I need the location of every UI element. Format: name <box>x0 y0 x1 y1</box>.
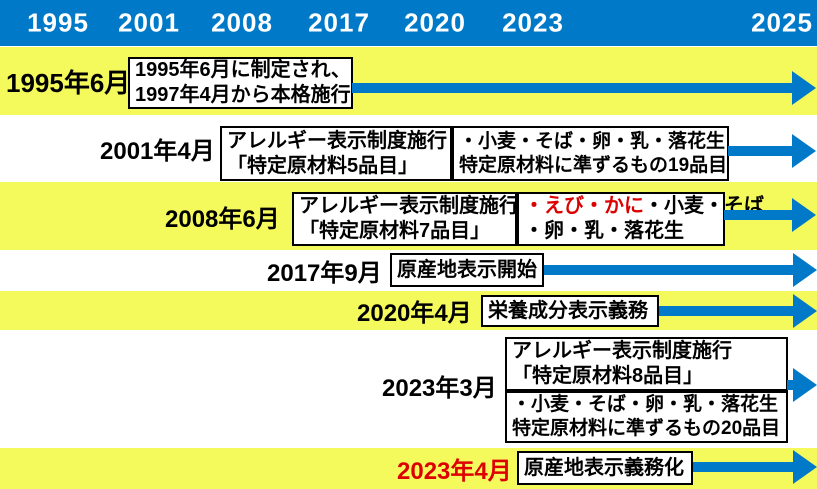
arrow-head-icon <box>792 134 816 168</box>
note-line: 「特定原材料8品目」 <box>512 365 704 387</box>
note-line: 栄養成分表示義務 <box>488 299 648 322</box>
date-label-2008-06: 2008年6月 <box>165 205 280 233</box>
date-label-2001-04: 2001年4月 <box>100 138 215 165</box>
note-box-2008-system: アレルギー表示制度施行 「特定原材料7品目」 <box>292 192 519 246</box>
timeline-axis-header: 1995 2001 2008 2017 2020 2023 2025 <box>0 0 817 46</box>
axis-year-2001: 2001 <box>118 7 180 38</box>
arrow-head-icon <box>793 253 817 287</box>
note-box-2020: 栄養成分表示義務 <box>481 295 659 327</box>
note-line: 「特定原材料7品目」 <box>299 220 491 242</box>
axis-year-2008: 2008 <box>211 7 273 38</box>
date-label-2020-04: 2020年4月 <box>357 300 472 327</box>
axis-year-1995: 1995 <box>27 7 89 38</box>
note-line: 原産地表示義務化 <box>524 456 684 479</box>
timeline-arrow-2023-04 <box>693 450 817 484</box>
axis-year-2025: 2025 <box>751 7 813 38</box>
note-box-2023-04: 原産地表示義務化 <box>517 451 693 485</box>
note-box-2017: 原産地表示開始 <box>390 253 544 287</box>
arrow-head-icon <box>792 198 816 232</box>
note-line: 1997年4月から本格施行 <box>135 84 351 106</box>
note-line: 特定原材料に準ずるもの19品目 <box>459 154 728 176</box>
note-line: ・小麦・そば・卵・乳・落花生 <box>512 394 779 416</box>
date-label-2023-03: 2023年3月 <box>382 374 497 402</box>
note-line: ・えび・かに・小麦・そば <box>524 194 764 219</box>
timeline-arrow-2001 <box>728 134 816 168</box>
highlighted-items-text: ・えび・かに <box>524 195 644 217</box>
note-box-2008-items: ・えび・かに・小麦・そば ・卵・乳・落花生 <box>517 192 764 246</box>
arrow-head-icon <box>793 368 817 402</box>
timeline-arrow-2023-03 <box>787 368 817 402</box>
timeline-arrow-1995 <box>352 71 816 105</box>
arrow-shaft <box>659 306 793 316</box>
note-line: アレルギー表示制度施行 <box>299 195 519 217</box>
arrow-shaft <box>787 380 793 390</box>
axis-year-2017: 2017 <box>308 7 370 38</box>
note-box-2001-items: ・小麦・そば・卵・乳・落花生 特定原材料に準ずるもの19品目 <box>452 126 729 181</box>
arrow-head-icon <box>793 450 817 484</box>
date-label-2017-09: 2017年9月 <box>267 260 382 287</box>
note-line: 1995年6月に制定され、 <box>135 59 351 81</box>
note-line: 原産地表示開始 <box>397 258 537 281</box>
arrow-shaft <box>728 146 792 156</box>
timeline-arrow-2017 <box>544 253 817 287</box>
date-label-1995-06: 1995年6月 <box>6 67 131 98</box>
note-line: アレルギー表示制度施行 <box>512 340 732 362</box>
note-line: 「特定原材料5品目」 <box>227 154 419 177</box>
timeline-arrow-2008 <box>724 198 816 232</box>
note-line: 特定原材料に準ずるもの20品目 <box>512 418 781 439</box>
arrow-shaft <box>724 210 792 220</box>
timeline-arrow-2020 <box>659 294 817 328</box>
note-box-2001-system: アレルギー表示制度施行 「特定原材料5品目」 <box>220 126 452 181</box>
note-line: ・卵・乳・落花生 <box>524 220 684 242</box>
axis-year-2023: 2023 <box>502 7 564 38</box>
date-label-2023-04: 2023年4月 <box>397 458 512 485</box>
arrow-shaft <box>352 83 792 93</box>
note-box-1995: 1995年6月に制定され、 1997年4月から本格施行 <box>128 57 353 109</box>
arrow-shaft <box>693 462 793 472</box>
note-box-2023-system: アレルギー表示制度施行 「特定原材料8品目」 <box>505 337 788 391</box>
note-line: アレルギー表示制度施行 <box>227 129 447 152</box>
arrow-head-icon <box>792 71 816 105</box>
axis-year-2020: 2020 <box>404 7 466 38</box>
note-box-2023-items: ・小麦・そば・卵・乳・落花生 特定原材料に準ずるもの20品目 <box>505 391 788 443</box>
arrow-shaft <box>544 265 793 275</box>
arrow-head-icon <box>793 294 817 328</box>
note-line: ・小麦・そば・卵・乳・落花生 <box>459 130 726 152</box>
